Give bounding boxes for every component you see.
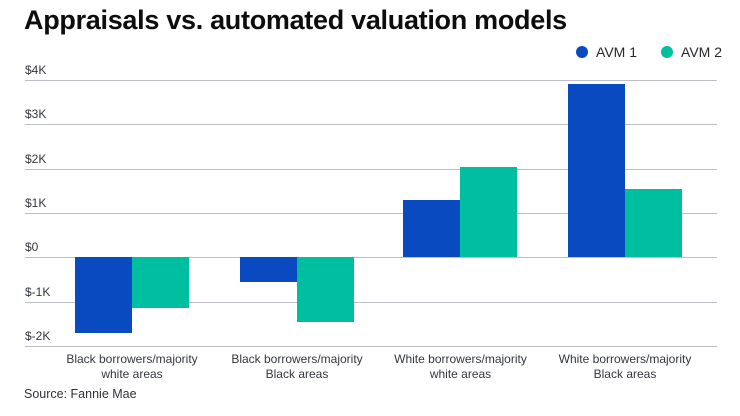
- legend-item-avm1[interactable]: AVM 1: [576, 44, 637, 60]
- bar-avm2-group3[interactable]: [460, 166, 517, 258]
- y-axis-tick-label: $1K: [25, 196, 47, 210]
- x-axis-category-label: Black borrowers/majority white areas: [66, 352, 198, 381]
- bar-avm1-group2[interactable]: [240, 257, 297, 282]
- y-axis-tick-label: $4K: [25, 63, 47, 77]
- y-axis-tick-label: $2K: [25, 152, 47, 166]
- y-axis-tick-label: $-2K: [25, 329, 51, 343]
- y-axis-tick-label: $-1K: [25, 285, 51, 299]
- gridline: [25, 257, 717, 258]
- gridline: [25, 213, 717, 214]
- avm1-series-dot-icon: [576, 46, 589, 58]
- legend-label-avm1: AVM 1: [596, 44, 638, 60]
- gridline: [25, 80, 717, 81]
- source-note: Source: Fannie Mae: [24, 387, 137, 401]
- y-axis-tick-label: $3K: [25, 107, 47, 121]
- bar-avm1-group4[interactable]: [568, 84, 625, 258]
- x-axis-category-label: White borrowers/majority white areas: [394, 352, 527, 381]
- bar-avm1-group1[interactable]: [75, 257, 132, 333]
- bar-avm2-group1[interactable]: [132, 257, 189, 309]
- bar-avm2-group4[interactable]: [625, 188, 682, 258]
- x-axis-category-label: White borrowers/majority Black areas: [558, 352, 692, 381]
- x-axis-category-label: Black borrowers/majority Black areas: [231, 352, 363, 381]
- legend: AVM 1 AVM 2: [576, 44, 722, 60]
- legend-label-avm2: AVM 2: [681, 44, 722, 60]
- gridline: [25, 302, 717, 303]
- legend-item-avm2[interactable]: AVM 2: [661, 44, 722, 60]
- gridline: [25, 346, 717, 347]
- bar-avm1-group3[interactable]: [403, 199, 460, 258]
- gridline: [25, 169, 717, 170]
- y-axis-tick-label: $0: [25, 240, 39, 254]
- chart-title: Appraisals vs. automated valuation model…: [24, 5, 567, 35]
- gridline: [25, 124, 717, 125]
- avm2-series-dot-icon: [661, 46, 674, 58]
- plot-area: $4K $3K $2K $1K $0 $-1K $-2K Black borrowers/ma…: [25, 63, 717, 381]
- bar-avm2-group2[interactable]: [297, 257, 354, 322]
